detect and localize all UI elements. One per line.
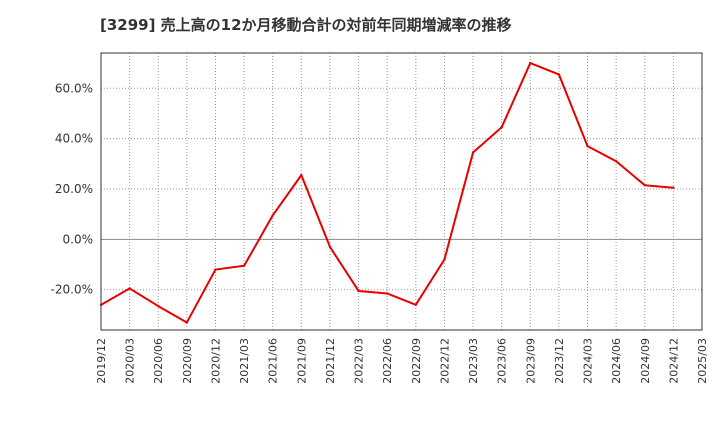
data-point [614,160,618,163]
data-point [443,258,446,261]
data-point [672,186,675,189]
grid-lines [101,53,702,330]
data-point [328,245,332,249]
data-points [99,61,675,324]
x-tick-label: 2022/09 [410,338,423,384]
x-tick-label: 2023/09 [524,338,537,384]
data-point [128,287,131,290]
x-tick-label: 2021/03 [238,338,251,384]
x-tick-label: 2021/12 [324,338,337,384]
data-point [271,214,274,217]
data-point [529,61,532,65]
x-tick-label: 2023/06 [496,338,509,384]
x-tick-label: 2019/12 [95,338,108,384]
x-tick-label: 2022/03 [353,338,366,384]
x-tick-label: 2020/12 [209,338,222,384]
data-point [157,304,160,308]
x-tick-label: 2021/06 [267,338,280,384]
x-tick-label: 2023/12 [553,338,566,384]
y-tick-label: 40.0% [55,132,93,146]
data-point [500,126,503,129]
data-point [214,268,217,271]
x-tick-label: 2024/03 [582,338,595,384]
y-tick-label: 60.0% [55,81,93,95]
x-tick-label: 2023/03 [467,338,480,384]
x-tick-label: 2021/09 [295,338,308,384]
data-point [557,73,561,76]
data-point [300,173,303,177]
y-tick-label: 0.0% [63,232,94,246]
x-tick-label: 2020/03 [124,338,137,384]
x-tick-label: 2024/12 [667,338,680,384]
x-tick-label: 2022/06 [381,338,394,384]
x-tick-label: 2020/09 [181,338,194,384]
data-point [414,303,418,307]
x-axis: 2019/12 2020/03 2020/06 2020/09 2020/12 2021/… [95,338,709,384]
plot-border [100,52,703,331]
data-point [471,151,475,154]
data-point [586,144,589,148]
data-point [185,321,189,324]
y-tick-label: -20.0% [51,283,93,297]
x-tick-label: 2024/09 [639,338,652,384]
x-tick-label: 2024/06 [610,338,623,384]
y-tick-label: 20.0% [55,182,93,196]
x-tick-label: 2022/12 [438,338,451,384]
data-point [242,264,246,267]
data-point [357,289,360,293]
y-axis: -20.0% 0.0% 20.0% 40.0% 60.0% [51,81,93,296]
x-tick-label: 2025/03 [696,338,709,384]
plot-area [101,53,702,330]
x-tick-label: 2020/06 [152,338,165,384]
data-point [385,292,389,295]
data-point [643,184,646,187]
chart-title: [3299] 売上高の12か月移動合計の対前年同期増減率の推移 [100,16,512,34]
